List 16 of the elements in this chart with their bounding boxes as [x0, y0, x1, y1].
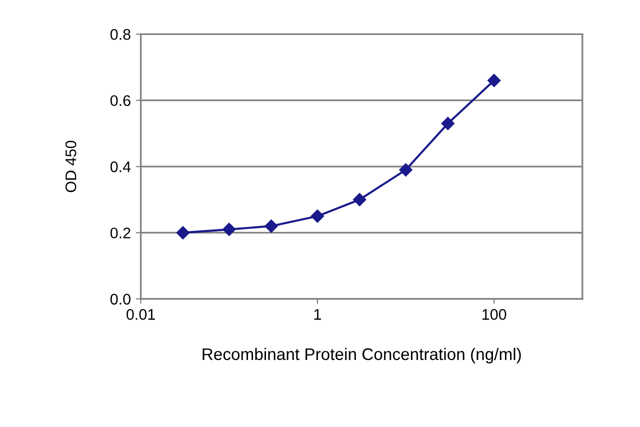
x-axis-title: Recombinant Protein Concentration (ng/ml) [202, 348, 521, 364]
x-tick-label: 1 [314, 309, 321, 320]
x-tick-label: 0.01 [126, 309, 155, 320]
point [487, 74, 501, 88]
point [176, 226, 190, 240]
y-axis-title: OD 450 [65, 140, 76, 192]
y-tick-label: 0.8 [110, 29, 130, 40]
point [264, 220, 278, 233]
point [399, 163, 412, 176]
y-tick-label: 0.6 [110, 95, 130, 106]
y-tick-label: 0.2 [110, 228, 130, 238]
y-tick-label: 0.0 [110, 294, 130, 305]
point [352, 193, 366, 206]
x-tick-label: 100 [482, 309, 506, 320]
point [310, 210, 324, 223]
y-tick-label: 0.4 [110, 161, 131, 172]
